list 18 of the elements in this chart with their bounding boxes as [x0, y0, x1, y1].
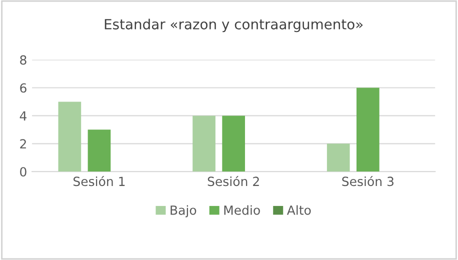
bar	[58, 102, 82, 172]
x-tick-label: Sesión 3	[342, 176, 394, 186]
y-tick-label: 2	[20, 139, 26, 148]
legend-label: Medio	[224, 205, 260, 215]
bar	[222, 116, 245, 172]
bar	[356, 88, 380, 172]
x-tick-label: Sesión 2	[208, 176, 259, 186]
y-tick-label: 0	[20, 167, 26, 177]
y-tick-label: 4	[20, 111, 26, 120]
x-tick-label: Sesión 1	[74, 176, 125, 186]
chart-title: Estandar «razon y contraargumento»	[104, 18, 363, 32]
y-tick-label: 8	[20, 55, 26, 65]
bar	[88, 130, 111, 172]
bar	[326, 144, 350, 172]
legend-label: Alto	[286, 205, 311, 215]
legend-label: Bajo	[170, 205, 196, 218]
bar	[192, 116, 216, 172]
y-tick-label: 6	[20, 83, 26, 93]
